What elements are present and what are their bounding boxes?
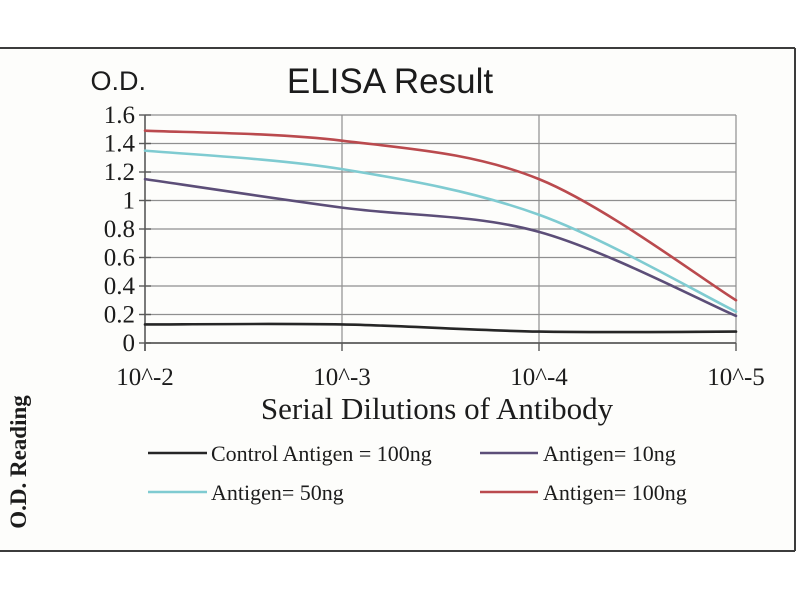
y-tick-label: 0.2 (104, 302, 135, 329)
x-axis-title: Serial Dilutions of Antibody (261, 391, 614, 426)
y-tick-label: 0 (123, 330, 136, 357)
legend-label: Antigen= 10ng (543, 441, 676, 466)
y-tick-label: 0.6 (104, 245, 135, 272)
x-tick-label: 10^-3 (313, 364, 371, 391)
tick-labels: 1.61.41.210.80.60.40.20 10^-2 10^-3 10^-4 10… (104, 102, 765, 391)
y-tick-label: 1 (123, 188, 136, 215)
x-tick-label: 10^-4 (510, 364, 568, 391)
x-tick-label: 10^-5 (707, 364, 765, 391)
chart-title: ELISA Result (287, 62, 493, 101)
y-axis-title: O.D. Reading (6, 395, 31, 529)
gridlines (145, 114, 737, 343)
series-line-control-antigen-100ng (143, 322, 738, 334)
y-tick-label: 1.4 (104, 131, 136, 158)
image-frame-background (0, 48, 796, 552)
y-tick-label: 1.2 (104, 159, 135, 186)
x-tick-label: 10^-2 (116, 364, 174, 391)
image-frame-border (0, 47, 796, 552)
y-tick-label: 1.6 (104, 102, 135, 129)
legend-label: Control Antigen = 100ng (211, 441, 432, 466)
legend-item: Antigen= 10ng (480, 441, 676, 466)
series-line-antigen-10ng (143, 177, 738, 318)
series-line-antigen-50ng (143, 149, 738, 313)
legend-item: Antigen= 100ng (480, 480, 687, 505)
legend-item: Antigen= 50ng (148, 480, 344, 505)
legend-label: Antigen= 100ng (543, 480, 687, 505)
axes (139, 114, 737, 351)
series-line-antigen-100ng (143, 129, 738, 302)
data-series (143, 129, 738, 334)
legend-item: Control Antigen = 100ng (148, 441, 432, 466)
y-tick-label: 0.8 (104, 216, 135, 243)
y-axis-unit-label: O.D. (90, 66, 146, 96)
y-tick-label: 0.4 (104, 273, 136, 300)
legend-label: Antigen= 50ng (211, 480, 344, 505)
legend: Control Antigen = 100ng Antigen= 10ng Anti… (148, 441, 687, 505)
